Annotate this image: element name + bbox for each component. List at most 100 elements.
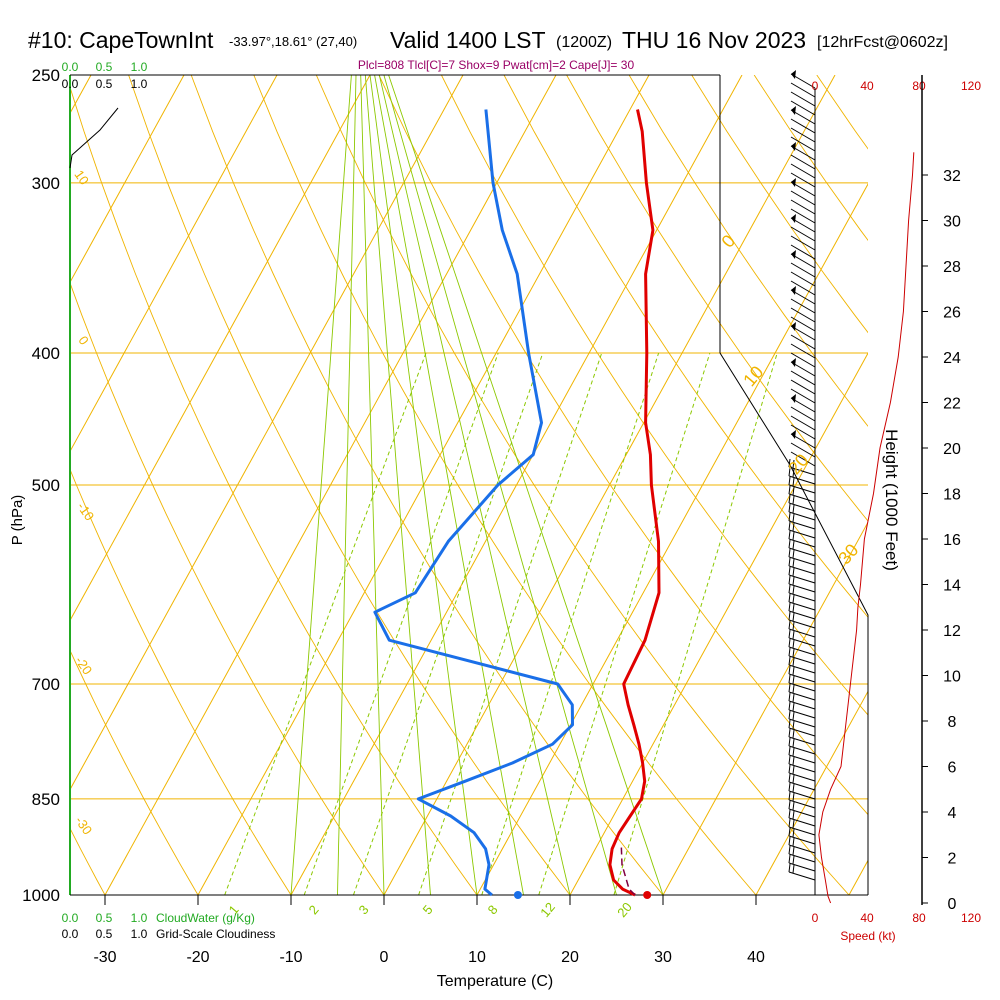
moist-adiabat-line (290, 75, 352, 895)
wind-barb (788, 718, 816, 728)
x-axis-tick-label: 0 (380, 949, 389, 966)
isotherm-label: 10 (739, 362, 767, 390)
wind-barb (790, 406, 816, 422)
speed-tick-label-top: 120 (961, 79, 981, 93)
wind-barb (791, 250, 796, 259)
wind-barb (788, 719, 791, 729)
wind-barb (788, 574, 816, 584)
wind-barb (792, 612, 795, 622)
valid-date: THU 16 Nov 2023 (622, 27, 806, 53)
wind-barb (788, 674, 791, 684)
wind-barb (790, 226, 816, 242)
wind-barb (788, 512, 791, 522)
dry-adiabat-line (70, 281, 385, 895)
wind-barb (792, 837, 795, 847)
cloudiness-label: Grid-Scale Cloudiness (156, 927, 275, 941)
wind-barb (790, 82, 816, 98)
wind-barb (788, 682, 816, 692)
height-tick-label: 4 (948, 805, 957, 822)
wind-barb (792, 522, 795, 532)
wind-barb (788, 556, 816, 566)
dewpoint-profile-line (373, 109, 574, 897)
wind-barb (788, 701, 791, 711)
profile-layer (69, 107, 915, 904)
wind-barb (788, 610, 816, 620)
wind-barb (788, 817, 816, 827)
wind-barb (790, 154, 816, 170)
wind-barb (788, 520, 816, 530)
wind-barb (788, 493, 816, 503)
wind-barb (790, 136, 816, 152)
wind-barb (788, 620, 791, 630)
wind-barb (788, 799, 816, 809)
wind-barb (792, 828, 795, 838)
cloud-water-tick-bottom: 0.5 (96, 911, 113, 925)
wind-barb (792, 630, 795, 640)
wind-barb (790, 271, 816, 287)
wind-barb (792, 729, 795, 739)
wind-barb (788, 727, 816, 737)
wind-barb (788, 665, 791, 675)
wind-barb (788, 592, 816, 602)
moist-adiabat-line (388, 75, 664, 895)
pressure-tick-label: 400 (32, 344, 60, 363)
wind-barb (792, 486, 795, 496)
cloud-water-tick-bottom: 0.0 (62, 911, 79, 925)
wind-barb (788, 611, 791, 621)
station-coords: -33.97°,18.61° (27,40) (229, 34, 357, 49)
height-tick-label: 22 (943, 396, 961, 413)
wind-barb (790, 388, 816, 404)
pressure-tick-label: 300 (32, 174, 60, 193)
wind-barb (792, 477, 795, 487)
cloudiness-tick-top: 0.0 (62, 77, 79, 91)
wind-barb (788, 764, 791, 774)
moist-adiabat-line (383, 75, 617, 895)
wind-barb (791, 430, 796, 439)
dry-adiabat-line (253, 75, 757, 895)
height-tick-label: 2 (948, 851, 957, 868)
wind-barb (790, 415, 816, 431)
wind-barb (788, 845, 791, 855)
wind-barb (788, 791, 791, 801)
mixing-ratio-label: 5 (420, 902, 436, 917)
dry-adiabat-line (315, 75, 850, 895)
wind-barb (792, 540, 795, 550)
wind-barb (792, 855, 795, 865)
dry-adiabat-line (440, 75, 868, 716)
wind-barb (790, 118, 816, 134)
wind-barb (792, 738, 795, 748)
wind-barb (788, 619, 816, 629)
wind-barb (788, 755, 791, 765)
wind-barb (788, 854, 791, 864)
wind-barb (792, 576, 795, 586)
wind-barb (788, 745, 816, 755)
speed-tick-label-bottom: 120 (961, 911, 981, 925)
moist-adiabat-line (374, 75, 524, 895)
pressure-tick-label: 1000 (22, 886, 60, 905)
x-axis-title: Temperature (C) (437, 973, 553, 990)
wind-barb (788, 647, 791, 657)
wind-barb (788, 782, 791, 792)
wind-barb (790, 379, 816, 395)
wind-barb (792, 846, 795, 856)
height-tick-label: 10 (943, 669, 961, 686)
wind-barb (790, 127, 816, 143)
wind-barb (788, 853, 816, 863)
wind-barb (788, 484, 816, 494)
wind-barb (788, 548, 791, 558)
wind-barb (792, 585, 795, 595)
mixing-ratio-line (538, 352, 711, 895)
wind-barb (788, 485, 791, 495)
height-tick-label: 32 (943, 168, 961, 185)
wind-barb (792, 621, 795, 631)
wind-barb (790, 163, 816, 179)
x-axis-tick-label: -30 (93, 949, 116, 966)
x-axis-tick-label: 10 (468, 949, 486, 966)
wind-barb (788, 728, 791, 738)
wind-barb (788, 476, 791, 486)
x-axis-tick-label: -20 (186, 949, 209, 966)
grid-layer (70, 75, 868, 895)
wind-barb (792, 549, 795, 559)
wind-barb (792, 747, 795, 757)
wind-barb (791, 106, 796, 115)
